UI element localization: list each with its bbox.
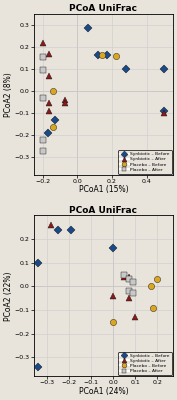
Y-axis label: PCoA2 (22%): PCoA2 (22%) [4, 271, 13, 320]
Title: PCoA UniFrac: PCoA UniFrac [69, 4, 137, 13]
Y-axis label: PCoA2 (8%): PCoA2 (8%) [4, 72, 13, 117]
Legend: Synbiotic – Before, Synbiotic – After, Placebo – Before, Placebo – After: Synbiotic – Before, Synbiotic – After, P… [118, 352, 172, 375]
Legend: Synbiotic – Before, Synbiotic – After, Placebo – Before, Placebo – After: Synbiotic – Before, Synbiotic – After, P… [118, 150, 172, 174]
X-axis label: PCoA1 (15%): PCoA1 (15%) [79, 186, 128, 194]
X-axis label: PCoA1 (24%): PCoA1 (24%) [79, 387, 128, 396]
Title: PCoA UniFrac: PCoA UniFrac [69, 206, 137, 214]
